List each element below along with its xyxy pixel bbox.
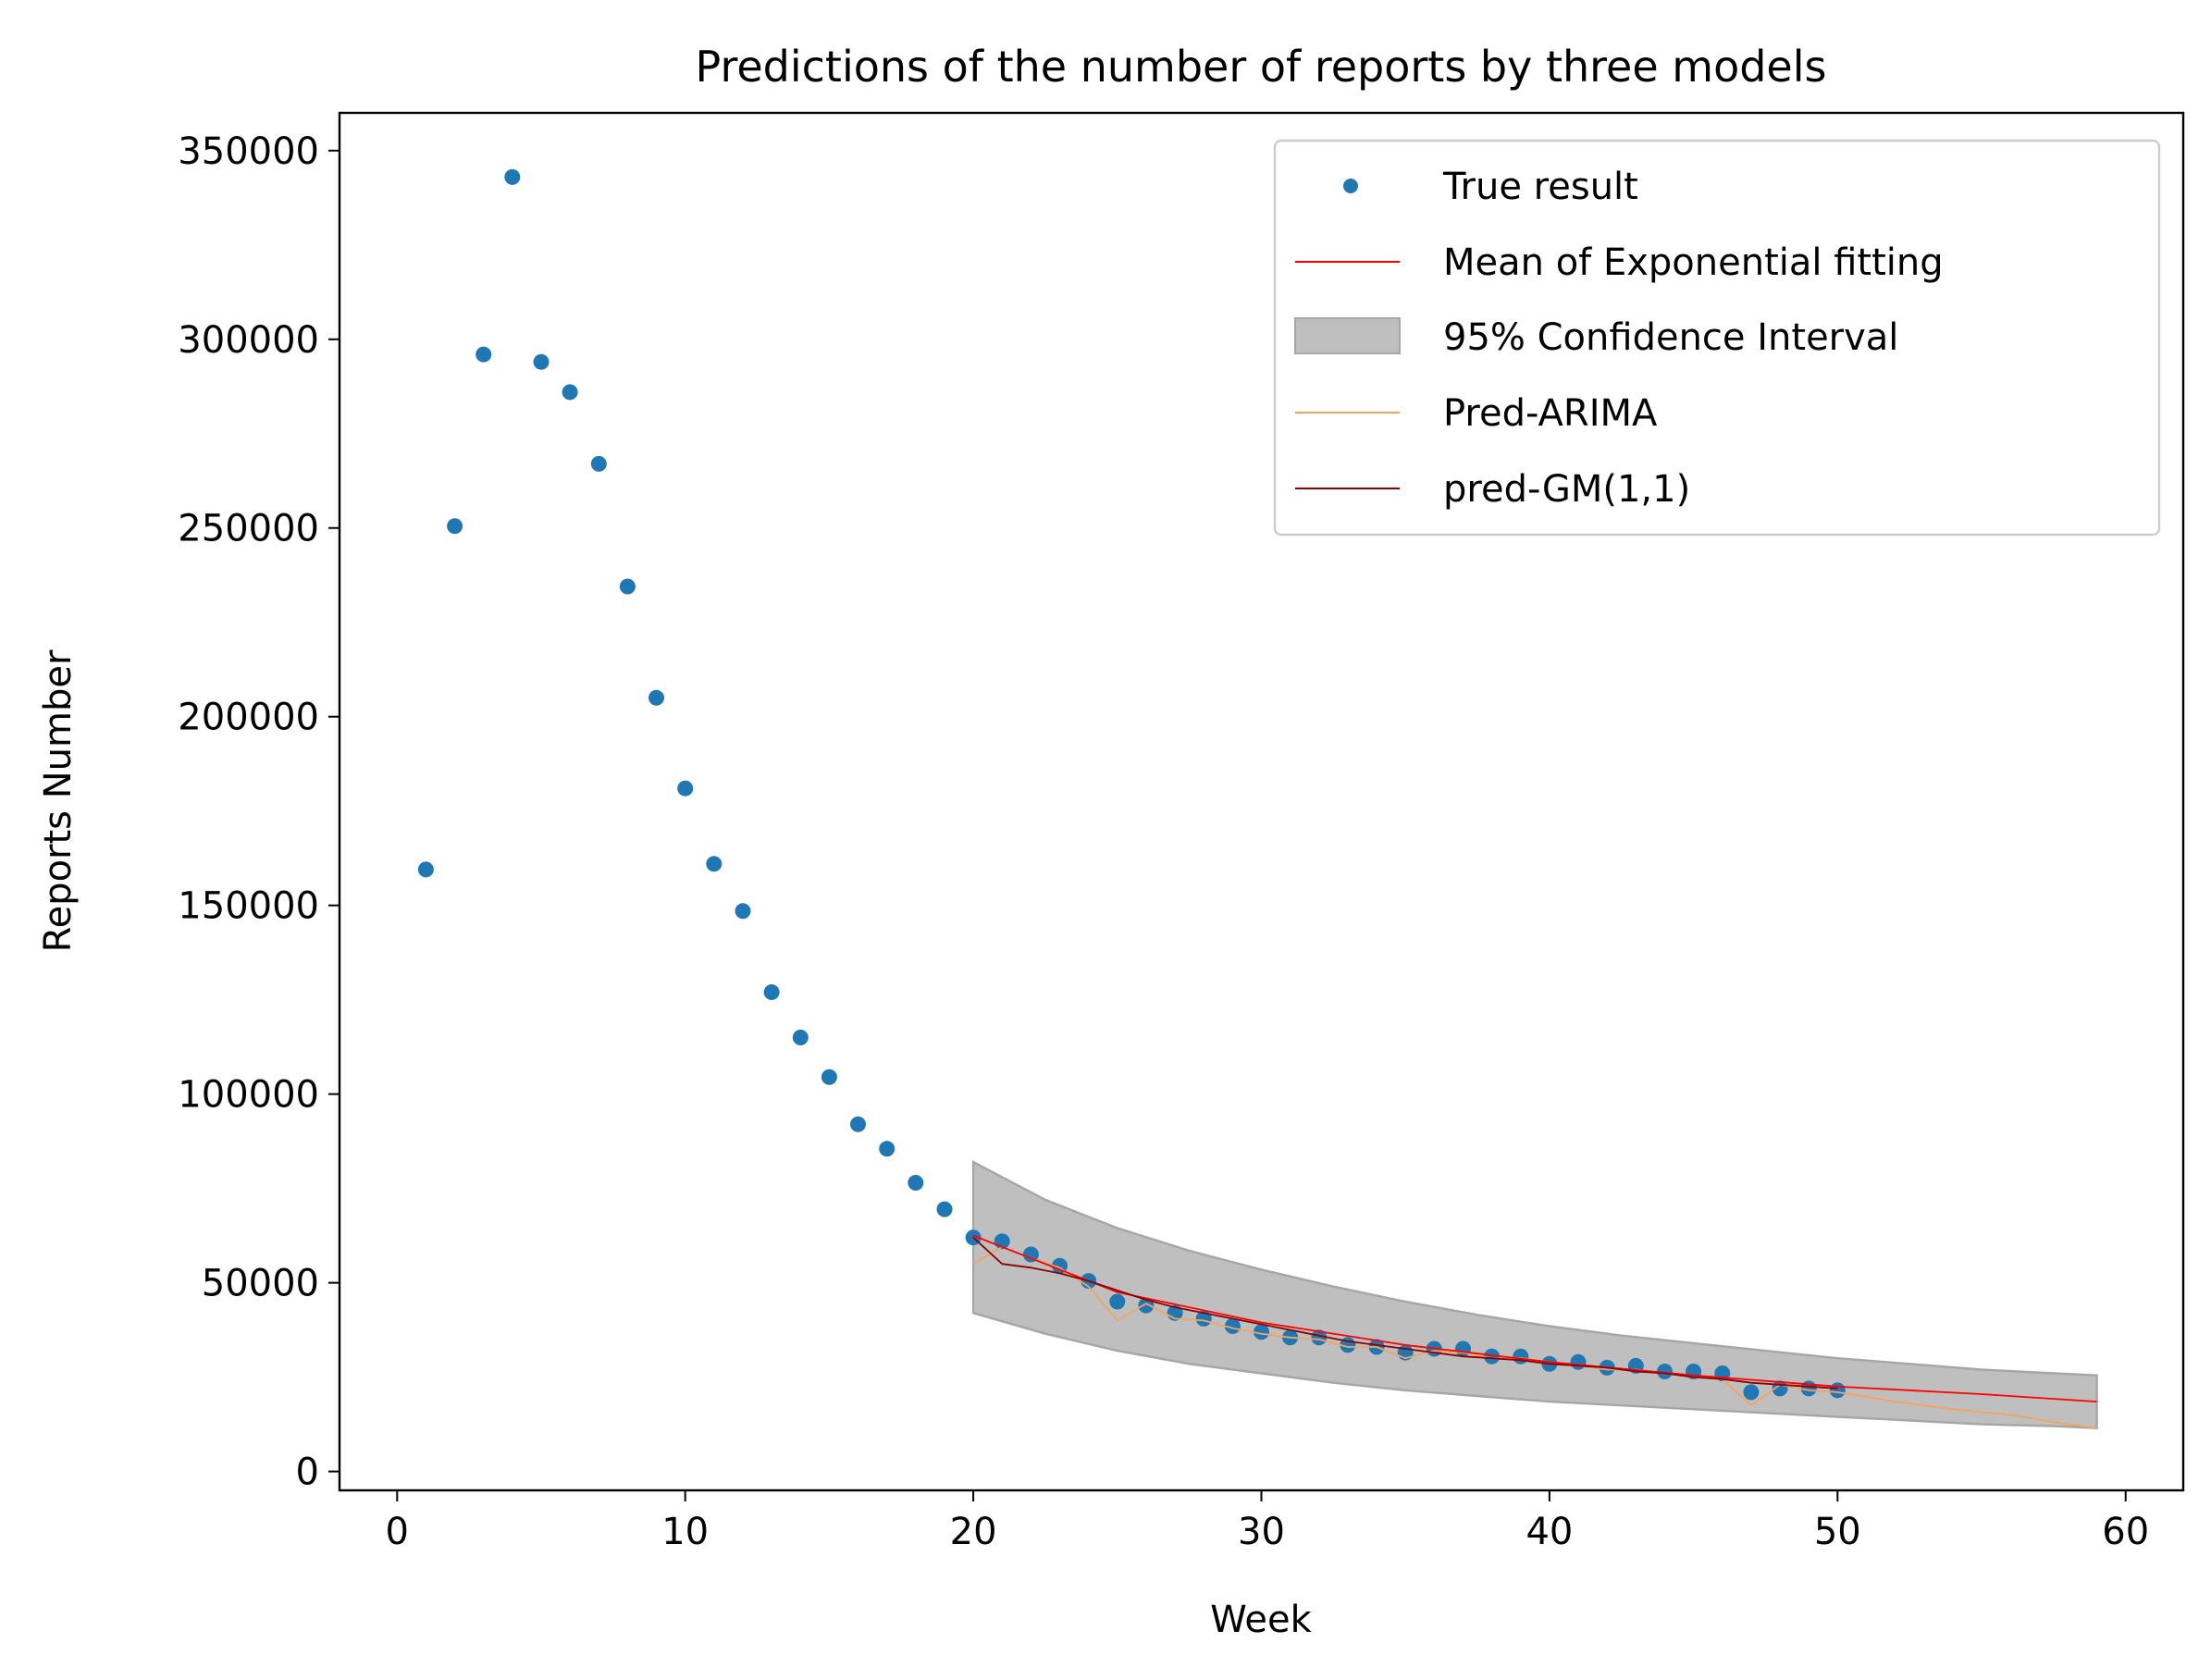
legend-true-marker xyxy=(1343,179,1358,193)
true-result-point xyxy=(1311,1329,1328,1346)
true-result-point xyxy=(1743,1384,1760,1401)
x-tick-label: 60 xyxy=(2102,1511,2149,1553)
true-result-point xyxy=(590,455,607,472)
true-result-point xyxy=(1829,1382,1846,1399)
y-tick-label: 300000 xyxy=(178,319,319,362)
true-result-point xyxy=(648,689,664,706)
true-result-point xyxy=(1022,1246,1039,1263)
legend-box xyxy=(1273,139,2161,537)
true-result-point xyxy=(677,780,694,797)
y-tick-label: 350000 xyxy=(178,130,319,173)
legend: True result Mean of Exponential fitting … xyxy=(1273,139,2161,537)
true-result-point xyxy=(821,1069,837,1085)
legend-true-label: True result xyxy=(1442,166,1638,208)
true-result-point xyxy=(792,1030,809,1045)
true-result-point xyxy=(562,384,578,401)
true-result-point xyxy=(1109,1293,1126,1310)
y-tick-label: 150000 xyxy=(178,885,319,928)
legend-ci-swatch xyxy=(1294,317,1401,354)
chart-title: Predictions of the number of reports by … xyxy=(696,42,1827,92)
plot-layer xyxy=(417,168,2098,1429)
true-result-point xyxy=(706,856,723,872)
legend-ci-label: 95% Confidence Interval xyxy=(1443,316,1898,359)
true-result-point xyxy=(1657,1364,1673,1379)
true-result-point xyxy=(1570,1353,1587,1370)
pred-arima-line xyxy=(972,1246,2097,1429)
true-result-point xyxy=(619,578,636,595)
legend-gm-label: pred-GM(1,1) xyxy=(1443,468,1690,511)
y-tick-label: 250000 xyxy=(178,508,319,550)
true-result-point xyxy=(763,984,780,1000)
true-result-point xyxy=(1195,1310,1212,1327)
true-result-point xyxy=(504,168,521,185)
confidence-interval-band xyxy=(971,1160,2098,1429)
true-result-point xyxy=(850,1116,866,1132)
x-tick-label: 10 xyxy=(661,1511,709,1553)
true-result-point xyxy=(417,861,434,878)
true-result-point xyxy=(936,1201,953,1217)
true-result-point xyxy=(476,346,492,363)
y-tick-label: 200000 xyxy=(178,697,319,739)
x-tick-label: 30 xyxy=(1238,1511,1285,1553)
x-tick-label: 40 xyxy=(1525,1511,1573,1553)
true-result-point xyxy=(1513,1348,1529,1365)
true-result-point xyxy=(1484,1348,1501,1365)
y-tick-label: 50000 xyxy=(202,1263,319,1305)
true-result-point xyxy=(533,353,550,370)
y-tick-label: 100000 xyxy=(178,1074,319,1117)
x-tick-label: 0 xyxy=(386,1511,409,1553)
true-result-point xyxy=(908,1175,924,1191)
x-tick-label: 50 xyxy=(1814,1511,1861,1553)
y-axis-label: Reports Number xyxy=(37,649,80,952)
y-tick-label: 0 xyxy=(296,1451,319,1494)
legend-arima-label: Pred-ARIMA xyxy=(1443,392,1658,435)
true-result-point xyxy=(447,518,463,535)
tick-layer: 0 10 20 30 40 50 60 0 50000 100000 150000 200000 250… xyxy=(178,130,2149,1553)
pred-gm-line xyxy=(972,1237,1838,1390)
true-result-point xyxy=(735,903,751,920)
x-axis-label: Week xyxy=(1210,1599,1312,1641)
true-result-point xyxy=(1254,1324,1269,1340)
true-result-point xyxy=(1224,1318,1241,1334)
mean-exponential-line xyxy=(972,1234,2097,1402)
true-result-point xyxy=(879,1141,896,1157)
x-tick-label: 20 xyxy=(950,1511,997,1553)
legend-mean-label: Mean of Exponential fitting xyxy=(1443,241,1944,284)
